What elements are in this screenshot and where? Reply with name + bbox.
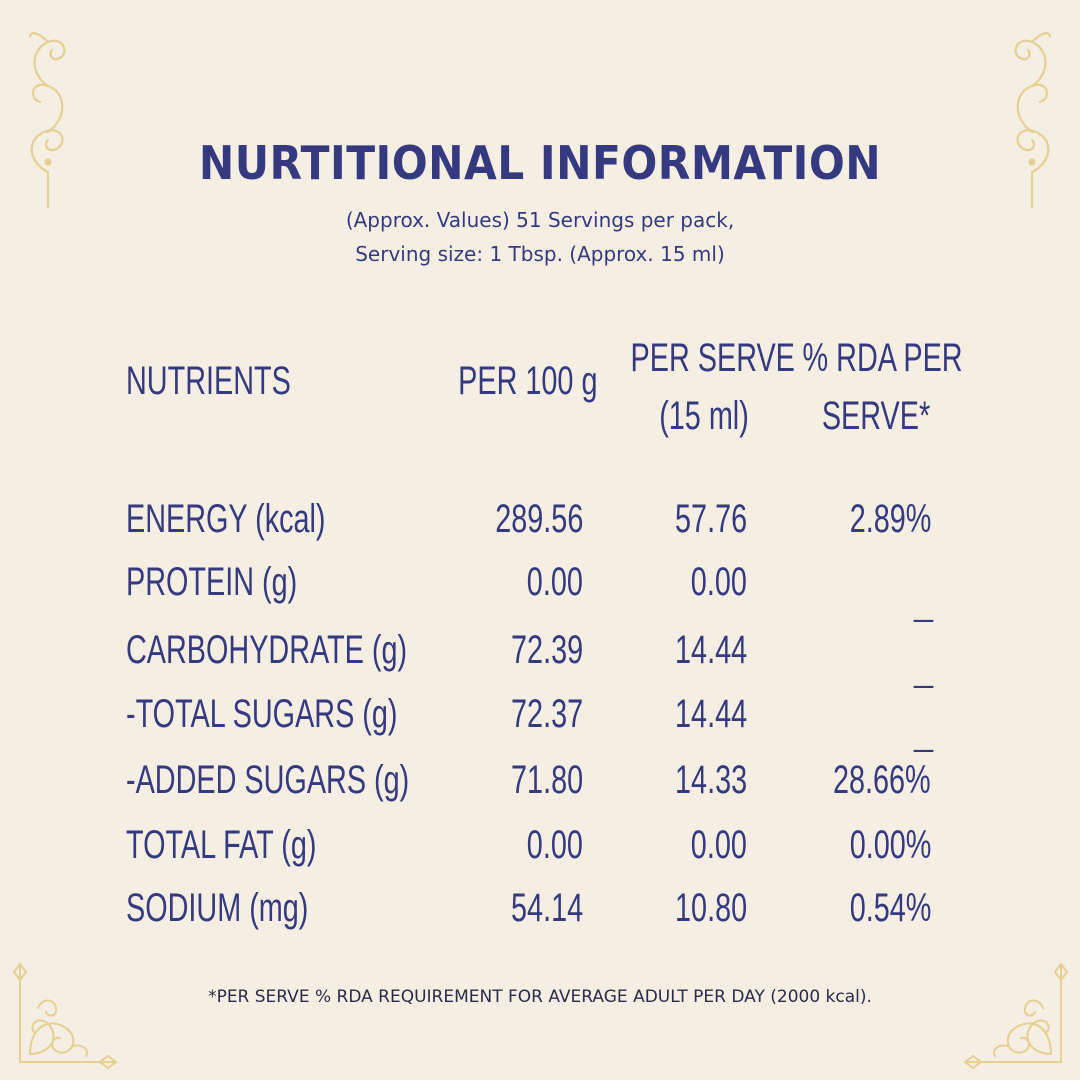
table-cell-rda: 0.00%: [849, 823, 931, 867]
filigree-corner-icon: [8, 958, 123, 1073]
table-cell-per-serve: 14.33: [674, 758, 747, 802]
table-cell-per100: 0.00: [526, 560, 583, 604]
filigree-corner-icon: [958, 958, 1073, 1073]
scroll-flourish-icon: [1006, 22, 1058, 212]
header-nutrients: NUTRIENTS: [126, 359, 291, 403]
header-rda-serve: SERVE*: [821, 394, 931, 438]
header-per-serve: PER SERVE: [630, 336, 795, 380]
header-per-100g: PER 100 g: [457, 359, 597, 403]
header-rda: % RDA PER: [802, 336, 963, 380]
table-cell-rda: 28.66%: [833, 758, 931, 802]
table-cell-per-serve: 14.44: [674, 628, 747, 672]
table-cell-per-serve: 57.76: [674, 497, 747, 541]
table-row-name: -TOTAL SUGARS (g): [126, 692, 398, 736]
footnote: *PER SERVE % RDA REQUIREMENT FOR AVERAGE…: [208, 987, 872, 1007]
table-row-name: SODIUM (mg): [126, 886, 309, 930]
table-cell-rda: _: [914, 585, 933, 623]
table-cell-per100: 54.14: [510, 886, 583, 930]
serving-size-info: Serving size: 1 Tbsp. (Approx. 15 ml): [355, 242, 725, 266]
table-cell-per100: 72.37: [510, 692, 583, 736]
table-cell-per100: 72.39: [510, 628, 583, 672]
table-cell-rda: _: [914, 715, 933, 753]
table-cell-per-serve: 14.44: [674, 692, 747, 736]
page-title: NURTITIONAL INFORMATION: [198, 136, 882, 190]
table-cell-per-serve: 10.80: [674, 886, 747, 930]
header-per-serve-unit: (15 ml): [659, 394, 749, 438]
table-row-name: PROTEIN (g): [126, 560, 298, 604]
table-cell-rda: 2.89%: [849, 497, 931, 541]
table-cell-per-serve: 0.00: [690, 823, 747, 867]
table-row-name: CARBOHYDRATE (g): [126, 628, 408, 672]
table-row-name: ENERGY (kcal): [126, 497, 326, 541]
table-cell-per100: 71.80: [510, 758, 583, 802]
servings-info: (Approx. Values) 51 Servings per pack,: [345, 208, 735, 232]
scroll-flourish-icon: [22, 22, 74, 212]
table-cell-per100: 0.00: [526, 823, 583, 867]
table-cell-per-serve: 0.00: [690, 560, 747, 604]
table-row-name: TOTAL FAT (g): [126, 823, 317, 867]
table-cell-per100: 289.56: [494, 497, 583, 541]
table-row-name: -ADDED SUGARS (g): [126, 758, 410, 802]
table-cell-rda: _: [914, 651, 933, 689]
table-cell-rda: 0.54%: [849, 886, 931, 930]
